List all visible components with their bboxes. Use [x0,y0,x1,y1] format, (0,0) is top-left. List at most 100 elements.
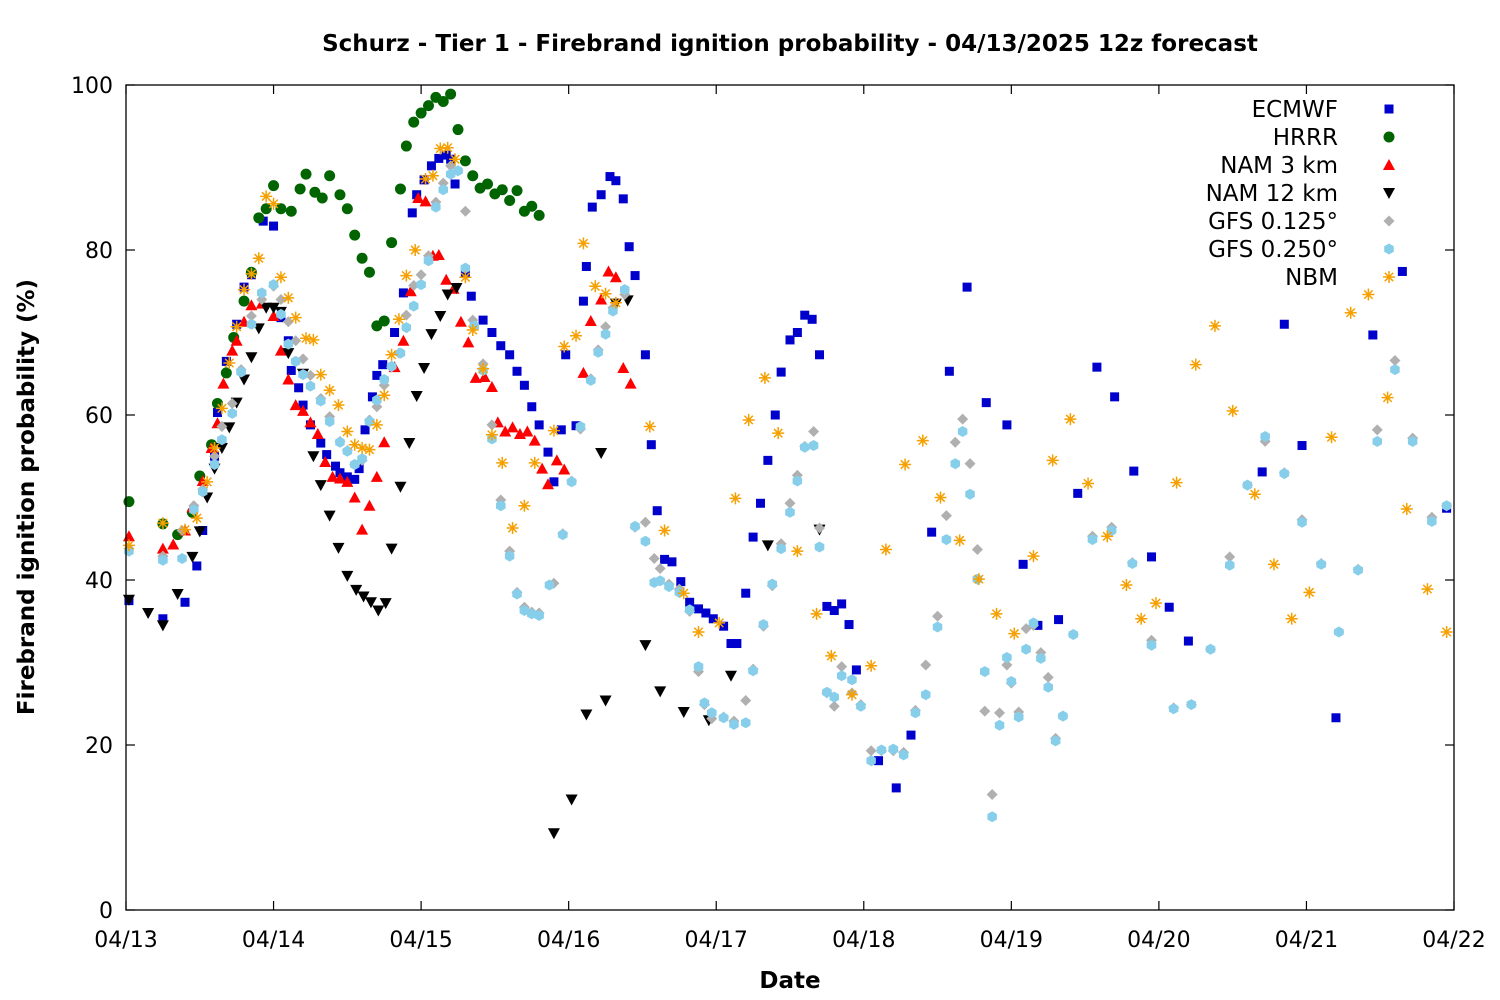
data-point [478,371,491,383]
data-point [257,287,267,299]
data-point [226,344,239,356]
x-axis-label: Date [759,968,820,994]
data-point [190,512,203,525]
data-point [425,329,438,341]
data-point [713,616,726,629]
data-point [363,266,375,278]
data-point [282,316,294,328]
data-point [341,475,354,487]
data-point [677,587,690,600]
data-point [593,346,603,358]
data-point [350,584,363,596]
data-point [550,454,563,466]
data-point [408,116,420,128]
data-point [450,282,463,294]
data-point [654,562,666,574]
data-point [699,697,710,709]
data-point [810,607,823,620]
data-point [378,315,390,327]
data-point [518,499,531,512]
data-point [577,237,590,250]
data-point [1042,671,1054,683]
data-point [300,168,312,180]
data-point [378,360,388,370]
data-point [158,614,168,624]
data-point [957,413,969,425]
data-point [526,200,538,212]
data-point [836,670,847,682]
legend-entry: GFS 0.250° [1208,237,1394,263]
data-point [410,391,423,403]
data-point [694,604,704,614]
data-point [504,550,515,562]
data-point [496,456,509,469]
data-point [624,377,637,389]
data-point [454,315,467,327]
x-tick-label: 04/17 [685,928,748,953]
data-point [1149,597,1162,610]
data-point [718,712,729,724]
data-point [171,589,184,601]
data-point [729,718,739,730]
data-point [1226,404,1239,417]
data-point [379,598,392,610]
data-point [822,686,832,698]
data-point [486,419,498,431]
data-point [282,348,295,360]
data-point [349,459,360,470]
x-tick-label: 04/22 [1422,928,1485,953]
data-point [230,320,243,333]
data-point [1225,559,1235,571]
data-point [434,311,447,322]
data-point [595,293,608,305]
data-point [1427,515,1437,527]
data-point [238,295,250,307]
data-point [1147,552,1157,562]
data-point [542,478,555,490]
data-point [198,486,208,498]
data-point [370,418,383,431]
data-point [1068,629,1079,640]
data-point [748,665,758,677]
data-point [620,284,630,296]
data-point [423,255,434,267]
data-point [549,477,559,487]
data-point [986,789,998,800]
data-point [440,273,453,285]
data-point [617,361,630,373]
data-point [624,242,634,252]
data-point [732,639,742,649]
data-point [298,369,308,381]
data-point [776,367,786,377]
data-point [941,534,952,546]
data-point [258,216,268,226]
data-point [506,421,519,433]
data-point [467,170,479,182]
data-point [708,614,718,624]
legend-entry: NAM 12 km [1206,181,1395,207]
data-point [1390,364,1400,376]
data-point [221,356,231,366]
plot-frame [125,84,1455,911]
data-point [519,605,530,616]
legend-label: NAM 12 km [1206,181,1338,207]
data-point [496,341,506,351]
data-point [1297,441,1307,451]
data-point [630,271,640,281]
data-point [547,828,560,840]
data-point [595,447,608,459]
data-point [230,334,243,346]
data-point [283,338,294,350]
data-point [226,397,238,409]
legend-entry: HRRR [1273,125,1395,151]
data-point [828,700,840,712]
data-point [441,141,454,154]
data-point [304,416,317,428]
data-point [400,309,412,321]
data-point [459,155,471,167]
data-point [496,500,506,512]
data-point [1120,578,1133,591]
data-point [1050,735,1061,747]
data-point [729,492,742,505]
